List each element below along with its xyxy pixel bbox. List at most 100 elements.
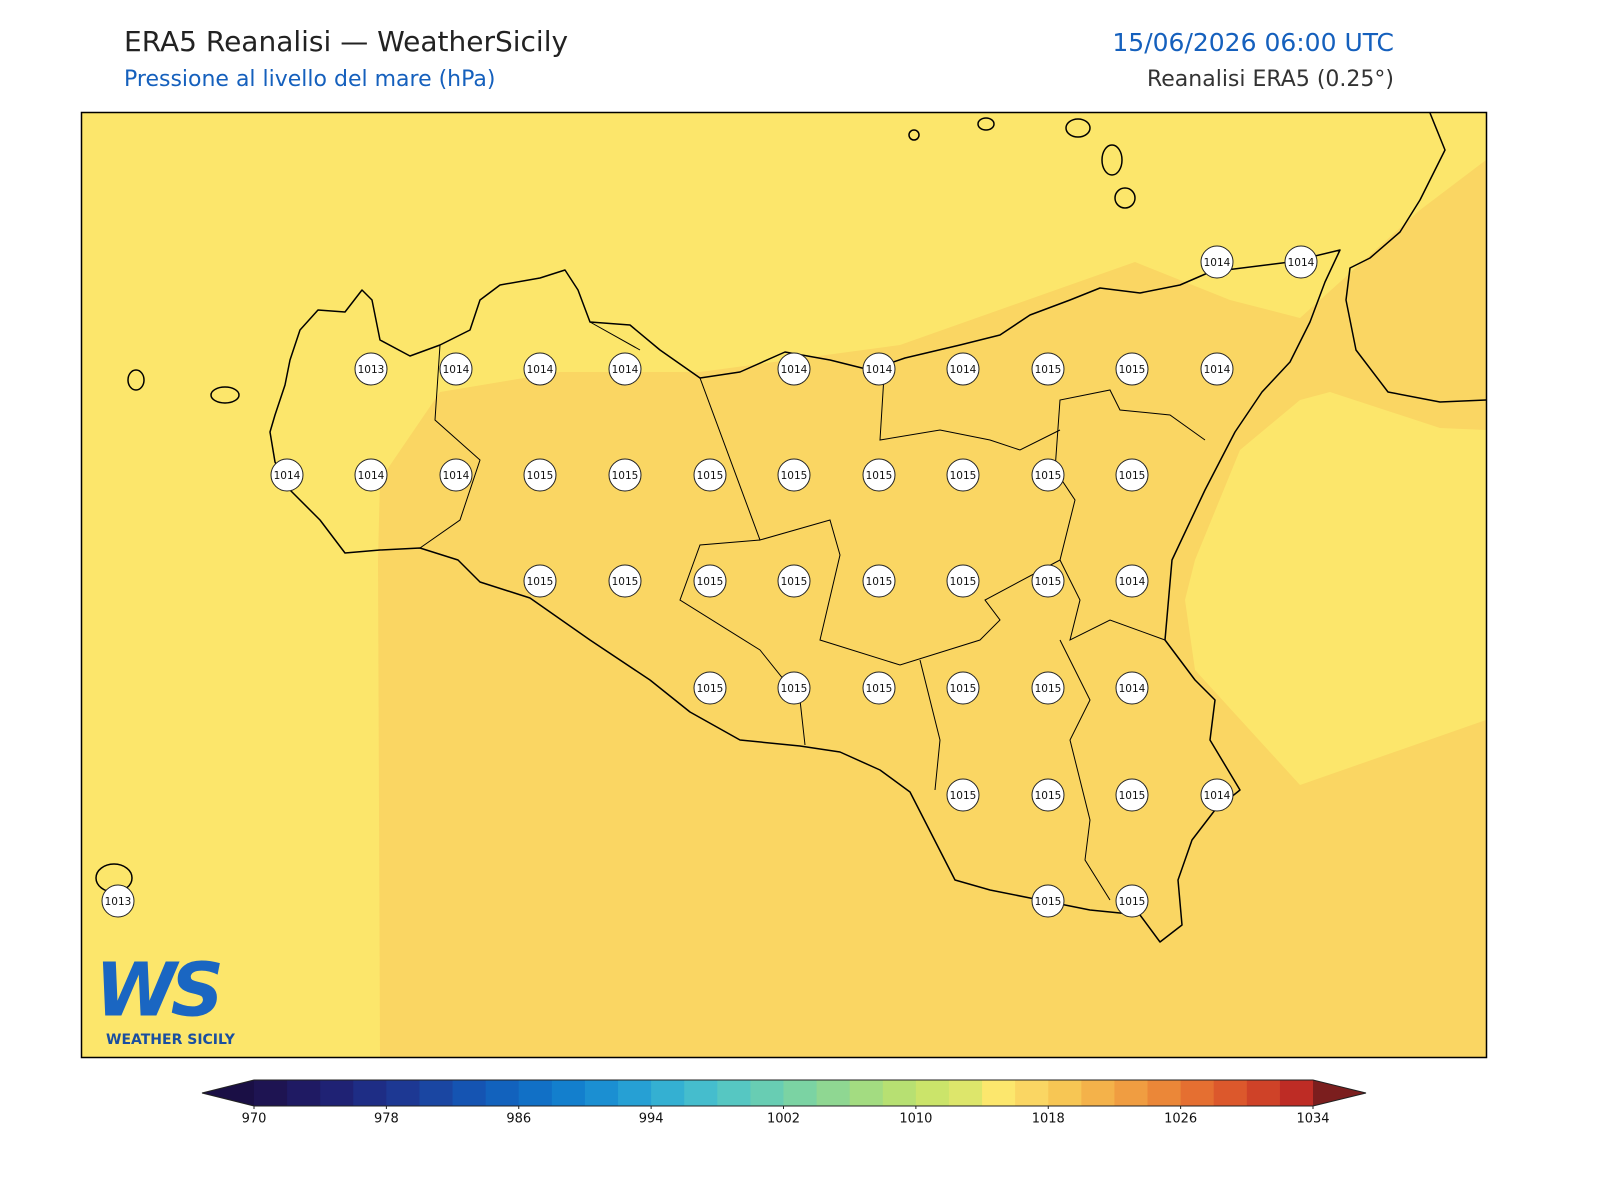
station-value: 1015 (612, 576, 639, 588)
station-marker (693, 458, 727, 492)
station-value: 1014 (1119, 683, 1146, 695)
station-value: 1014 (781, 364, 808, 376)
colorbar-segment (518, 1080, 553, 1106)
colorbar-segment (882, 1080, 917, 1106)
island (1101, 144, 1123, 176)
colorbar-tick-label: 994 (639, 1112, 664, 1127)
station-marker (270, 458, 304, 492)
colorbar-tick-label: 986 (506, 1112, 531, 1127)
station-value: 1015 (612, 470, 639, 482)
colorbar-segment (1015, 1080, 1049, 1106)
colorbar-tick-label: 1034 (1296, 1112, 1329, 1127)
station-marker (862, 458, 896, 492)
source: Reanalisi ERA5 (0.25°) (1147, 67, 1394, 92)
station-value: 1014 (1288, 257, 1315, 269)
logo: WS WEATHER SICILY (95, 948, 236, 1049)
colorbar-segment (750, 1080, 784, 1106)
station-marker (523, 458, 557, 492)
station-marker (1115, 352, 1149, 386)
colorbar-segment (982, 1080, 1016, 1106)
island (127, 369, 145, 391)
colorbar-segment (717, 1080, 751, 1106)
station-marker (946, 671, 980, 705)
datetime: 15/06/2026 06:00 UTC (1112, 28, 1394, 57)
station-value: 1015 (697, 470, 724, 482)
station-marker (862, 564, 896, 598)
station-value: 1015 (1035, 683, 1062, 695)
station-value: 1014 (1204, 257, 1231, 269)
station-marker (1031, 778, 1065, 812)
station-value: 1015 (1119, 470, 1146, 482)
colorbar-segment (584, 1080, 619, 1106)
station-marker (777, 671, 811, 705)
calabria-coast (1345, 113, 1486, 403)
island (1065, 118, 1091, 138)
colorbar-tick-label: 978 (374, 1112, 399, 1127)
station-value: 1015 (950, 470, 977, 482)
station-marker (354, 352, 388, 386)
colorbar-segment (618, 1080, 652, 1106)
station-value: 1015 (866, 470, 893, 482)
logo-mark: WS (95, 948, 221, 1034)
colorbar-segment (651, 1080, 685, 1106)
station-marker (1115, 884, 1149, 918)
station-value: 1015 (781, 683, 808, 695)
station-marker (777, 564, 811, 598)
station-marker (946, 778, 980, 812)
colorbar-over (1313, 1080, 1366, 1106)
station-marker (354, 458, 388, 492)
station-value: 1015 (1119, 790, 1146, 802)
colorbar-segment (1114, 1080, 1149, 1106)
coastline (269, 249, 1341, 943)
station-marker (693, 671, 727, 705)
colorbar-segment (320, 1080, 354, 1106)
station-marker (523, 564, 557, 598)
colorbar-segment (783, 1080, 818, 1106)
colorbar-segment (684, 1080, 718, 1106)
colorbar-segment (1048, 1080, 1082, 1106)
station-marker (608, 352, 642, 386)
station-value: 1015 (527, 470, 554, 482)
station-marker (1115, 564, 1149, 598)
colorbar-segment (485, 1080, 520, 1106)
colorbar-tick-label: 1018 (1032, 1112, 1065, 1127)
station-value: 1013 (105, 896, 132, 908)
colorbar-segment (1180, 1080, 1215, 1106)
station-marker (1115, 458, 1149, 492)
station-value: 1015 (697, 576, 724, 588)
station-marker (608, 458, 642, 492)
island (908, 129, 920, 141)
station-value: 1015 (1035, 790, 1062, 802)
colorbar-segment (1213, 1080, 1248, 1106)
colorbar-segment (1081, 1080, 1115, 1106)
province-borders (419, 321, 1206, 901)
colorbar-tick-label: 1026 (1164, 1112, 1197, 1127)
station-value: 1015 (697, 683, 724, 695)
station-marker (1115, 778, 1149, 812)
station-value: 1014 (1204, 364, 1231, 376)
station-marker (693, 564, 727, 598)
station-marker (439, 352, 473, 386)
logo-text: WEATHER SICILY (106, 1032, 236, 1048)
station-marker (1200, 245, 1234, 279)
colorbar-segment (816, 1080, 851, 1106)
colorbar-segment (849, 1080, 884, 1106)
colorbar-segment (254, 1080, 288, 1106)
station-marker (1031, 671, 1065, 705)
colorbar-segment (452, 1080, 487, 1106)
station-value: 1015 (781, 470, 808, 482)
station-marker (1031, 458, 1065, 492)
station-value: 1014 (443, 364, 470, 376)
station-value: 1015 (1035, 896, 1062, 908)
station-value: 1015 (1035, 576, 1062, 588)
island (210, 386, 240, 404)
station-value: 1014 (1119, 576, 1146, 588)
colorbar-segment (915, 1080, 950, 1106)
station-marker (777, 352, 811, 386)
station-value: 1014 (443, 470, 470, 482)
island (977, 117, 995, 131)
station-value: 1014 (1204, 790, 1231, 802)
station-value: 1015 (1035, 470, 1062, 482)
colorbar-segment (1279, 1080, 1314, 1106)
